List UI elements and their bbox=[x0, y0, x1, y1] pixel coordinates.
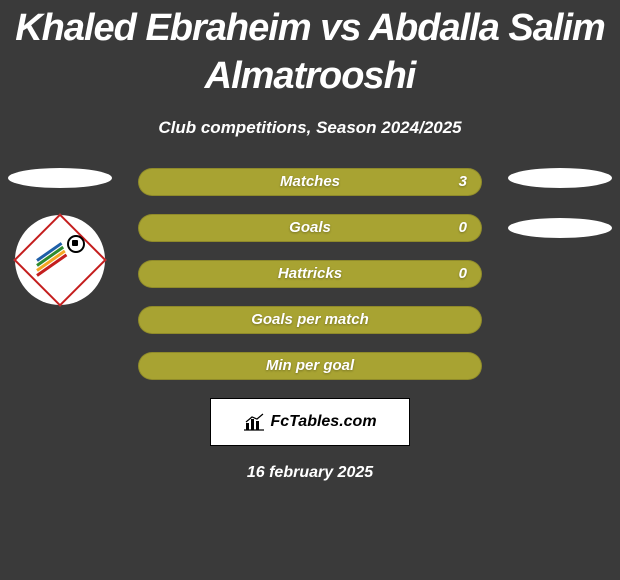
stat-bar-goals: Goals 0 bbox=[138, 214, 482, 242]
player-placeholder-left bbox=[8, 168, 112, 188]
stat-value-right: 3 bbox=[459, 169, 467, 195]
stat-bar-goals-per-match: Goals per match bbox=[138, 306, 482, 334]
date-text: 16 february 2025 bbox=[0, 464, 620, 482]
stat-bars: Matches 3 Goals 0 Hattricks 0 Goals per … bbox=[138, 168, 482, 380]
crest-graphic bbox=[35, 235, 85, 285]
stat-value-right: 0 bbox=[459, 215, 467, 241]
stat-label: Matches bbox=[139, 169, 481, 195]
crest-diamond bbox=[13, 213, 106, 306]
stat-bar-hattricks: Hattricks 0 bbox=[138, 260, 482, 288]
stat-label: Min per goal bbox=[139, 353, 481, 379]
stat-label: Goals per match bbox=[139, 307, 481, 333]
crest-stripes bbox=[37, 247, 77, 277]
stat-label: Goals bbox=[139, 215, 481, 241]
brand-text: FcTables.com bbox=[270, 413, 376, 431]
stats-area: Matches 3 Goals 0 Hattricks 0 Goals per … bbox=[0, 168, 620, 380]
comparison-card: Khaled Ebraheim vs Abdalla Salim Almatro… bbox=[0, 0, 620, 580]
player-placeholder-right-1 bbox=[508, 168, 612, 188]
left-player-col bbox=[8, 168, 112, 305]
right-player-col bbox=[508, 168, 612, 268]
player-placeholder-right-2 bbox=[508, 218, 612, 238]
subtitle: Club competitions, Season 2024/2025 bbox=[0, 118, 620, 138]
stat-label: Hattricks bbox=[139, 261, 481, 287]
brand-box: FcTables.com bbox=[210, 398, 410, 446]
stat-bar-matches: Matches 3 bbox=[138, 168, 482, 196]
club-crest bbox=[15, 215, 105, 305]
stat-bar-min-per-goal: Min per goal bbox=[138, 352, 482, 380]
page-title: Khaled Ebraheim vs Abdalla Salim Almatro… bbox=[0, 5, 620, 100]
stat-value-right: 0 bbox=[459, 261, 467, 287]
brand-chart-icon bbox=[243, 413, 265, 431]
